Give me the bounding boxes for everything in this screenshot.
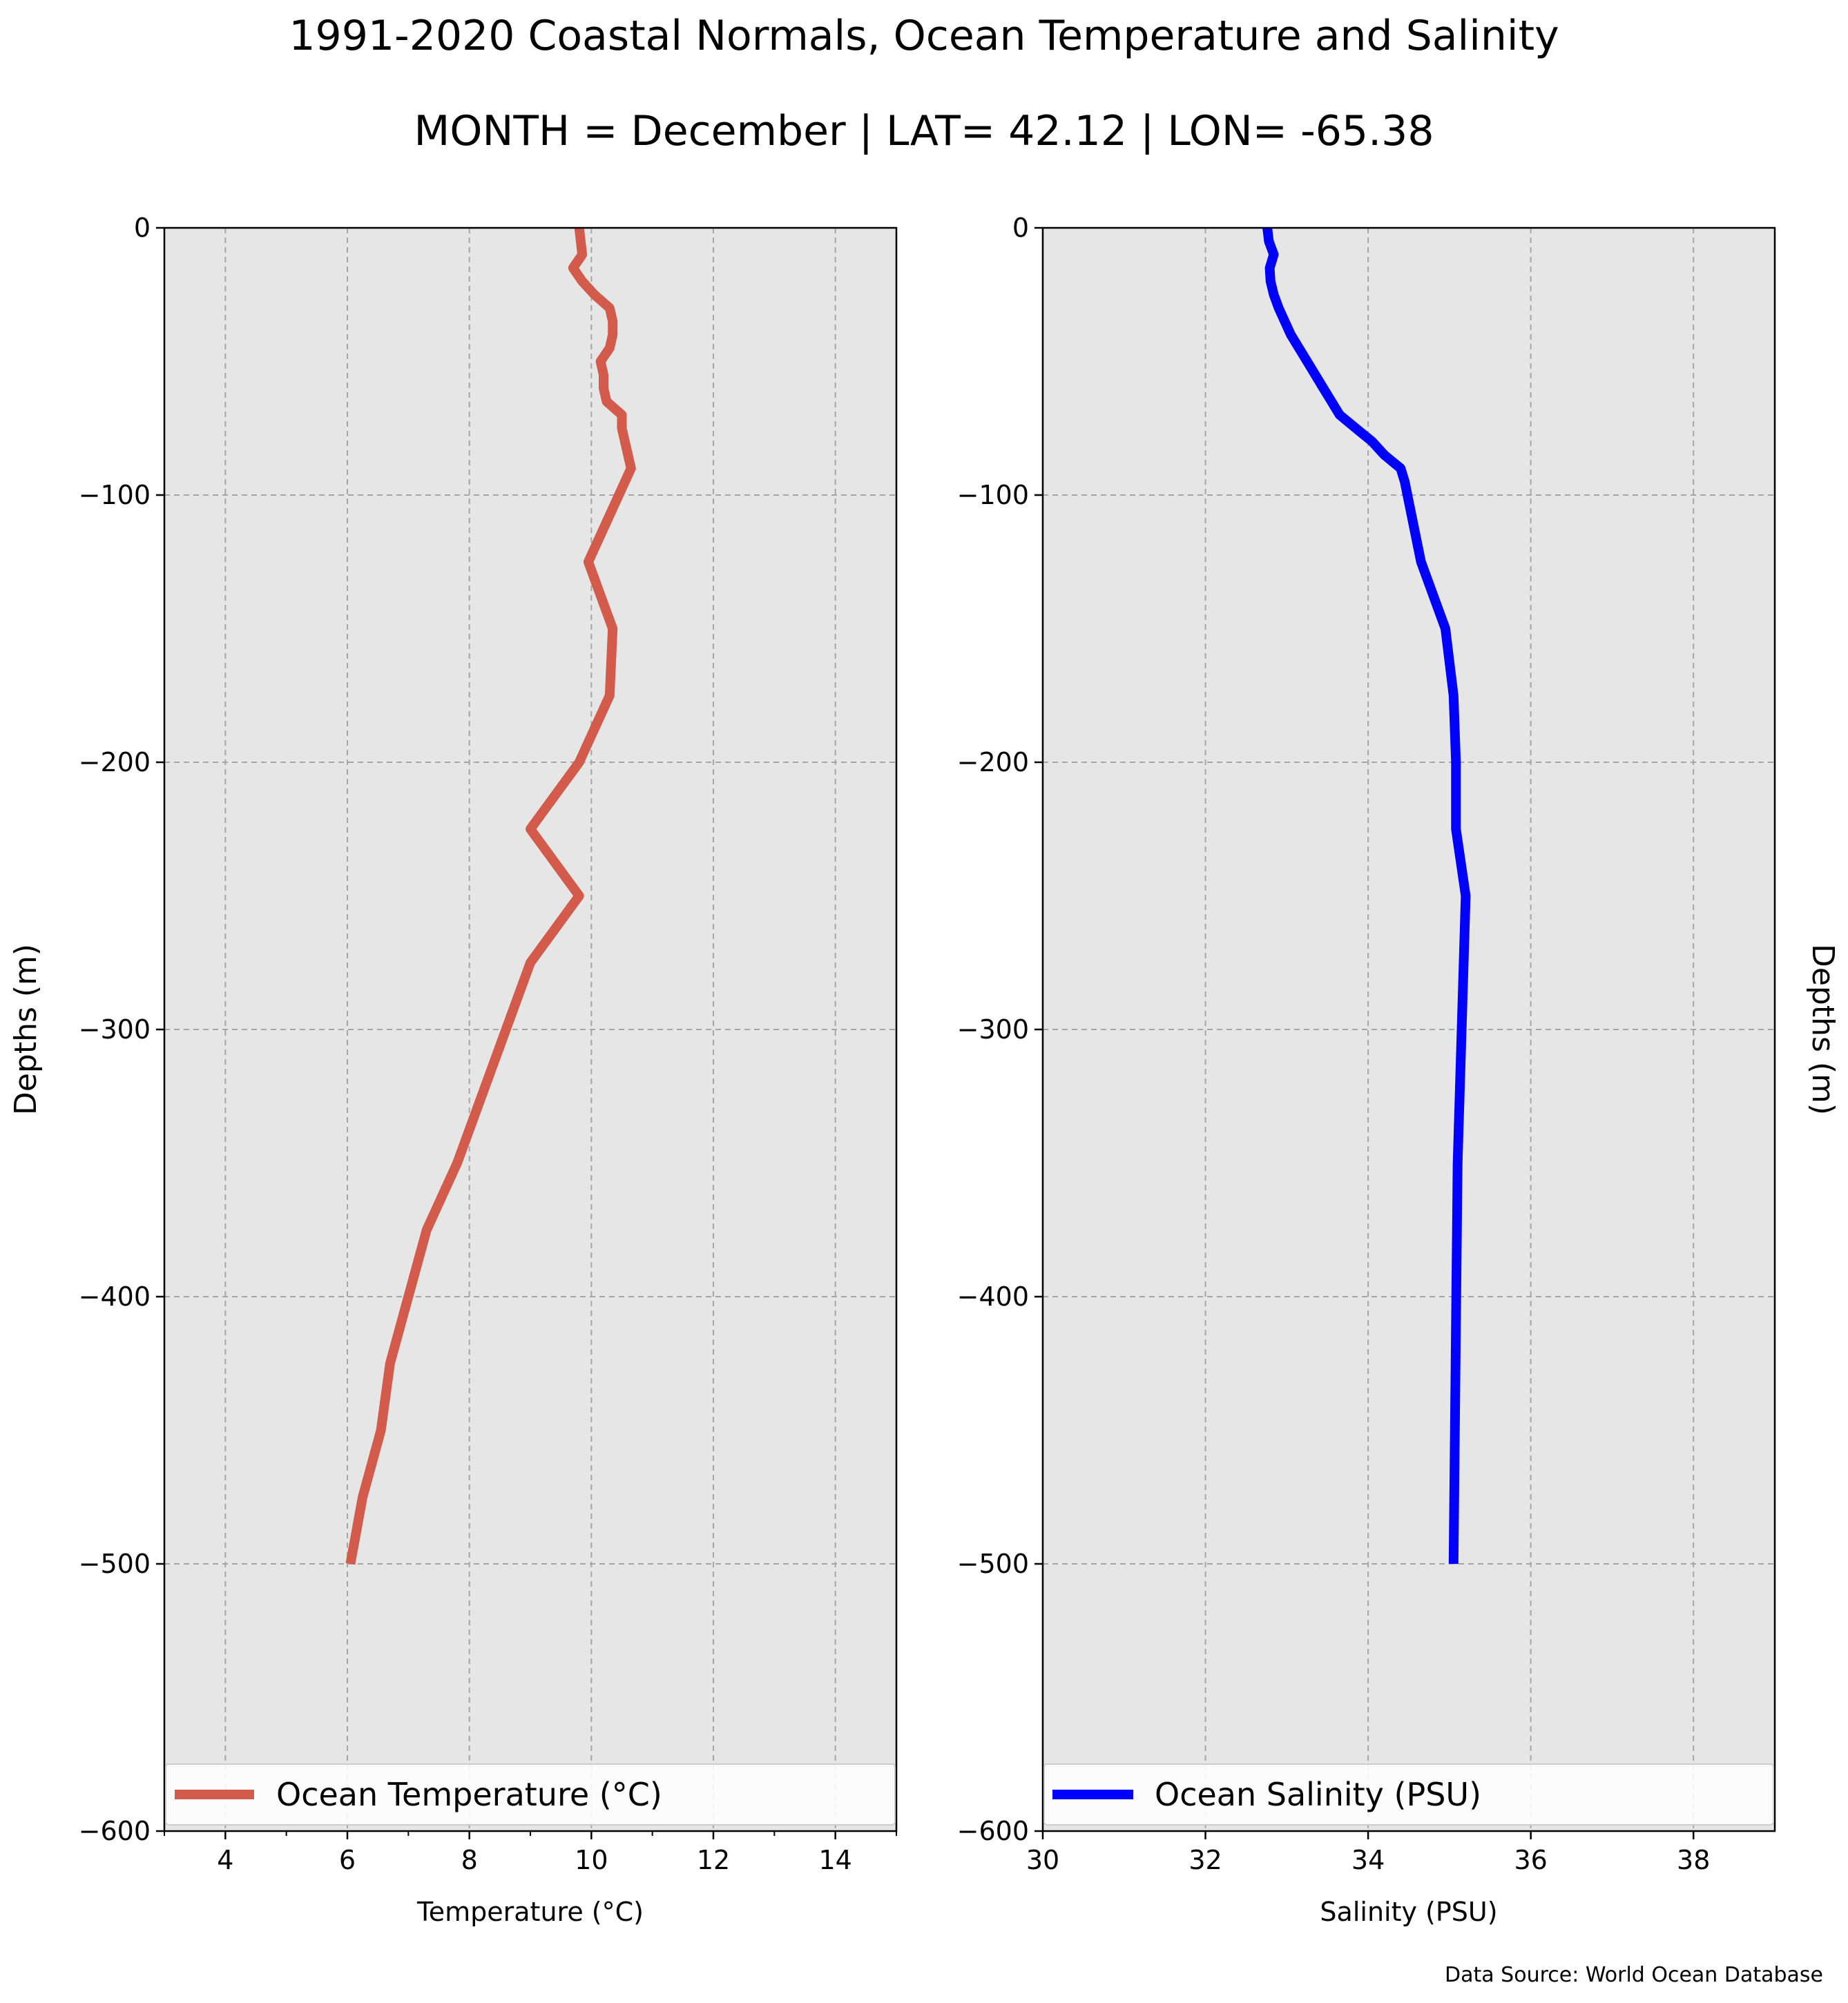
y-axis-label: Depths (m): [8, 944, 44, 1115]
x-tick-label: 38: [1677, 1845, 1710, 1875]
y-tick-label: −100: [957, 480, 1029, 510]
legend-box: [165, 1763, 896, 1826]
x-tick-label: 6: [339, 1845, 356, 1875]
y-tick-label: −400: [957, 1281, 1029, 1312]
x-axis-label: Temperature (°C): [416, 1897, 644, 1927]
x-tick-label: 12: [697, 1845, 730, 1875]
figure-subtitle: MONTH = December | LAT= 42.12 | LON= -65…: [414, 107, 1434, 155]
y-tick-label: 0: [1012, 213, 1029, 243]
x-tick-label: 8: [461, 1845, 478, 1875]
x-tick-label: 36: [1514, 1845, 1547, 1875]
temperature-line: [345, 227, 636, 1565]
y-tick-label: −200: [957, 747, 1029, 777]
legend-label: Ocean Salinity (PSU): [1155, 1776, 1481, 1813]
x-axis-label: Salinity (PSU): [1320, 1897, 1497, 1927]
y-tick-label: −400: [79, 1281, 151, 1312]
y-tick-label: 0: [134, 213, 151, 243]
figure-title: 1991-2020 Coastal Normals, Ocean Tempera…: [289, 12, 1559, 60]
y-tick-label: −300: [957, 1014, 1029, 1045]
x-tick-label: 14: [818, 1845, 851, 1875]
y-axis-label: Depths (m): [1805, 944, 1840, 1115]
legend-label: Ocean Temperature (°C): [276, 1776, 662, 1813]
x-tick-label: 32: [1188, 1845, 1222, 1875]
salinity-line: [1262, 227, 1471, 1565]
y-tick-label: −300: [79, 1014, 151, 1045]
y-tick-label: −500: [79, 1549, 151, 1579]
x-tick-label: 30: [1026, 1845, 1059, 1875]
data-source-note: Data Source: World Ocean Database: [1445, 1963, 1823, 1987]
salinity-panel: 30 32 34 36 38 0 −100 −200 −300 −400 −500 −600 Salin…: [957, 213, 1840, 1927]
salinity-legend: Ocean Salinity (PSU): [1043, 1763, 1774, 1826]
y-tick-label: −600: [957, 1816, 1029, 1846]
y-tick-label: −500: [957, 1549, 1029, 1579]
y-tick-label: −600: [79, 1816, 151, 1846]
temperature-panel: 4 6 8 10 12 14 0 −100 −200 −300 −400 −500 −600 Temper…: [8, 213, 898, 1927]
y-tick-label: −100: [79, 480, 151, 510]
y-tick-label: −200: [79, 747, 151, 777]
legend-box: [1043, 1763, 1774, 1826]
temperature-legend: Ocean Temperature (°C): [165, 1763, 896, 1826]
x-tick-label: 4: [217, 1845, 233, 1875]
x-tick-label: 34: [1351, 1845, 1385, 1875]
x-tick-label: 10: [575, 1845, 608, 1875]
